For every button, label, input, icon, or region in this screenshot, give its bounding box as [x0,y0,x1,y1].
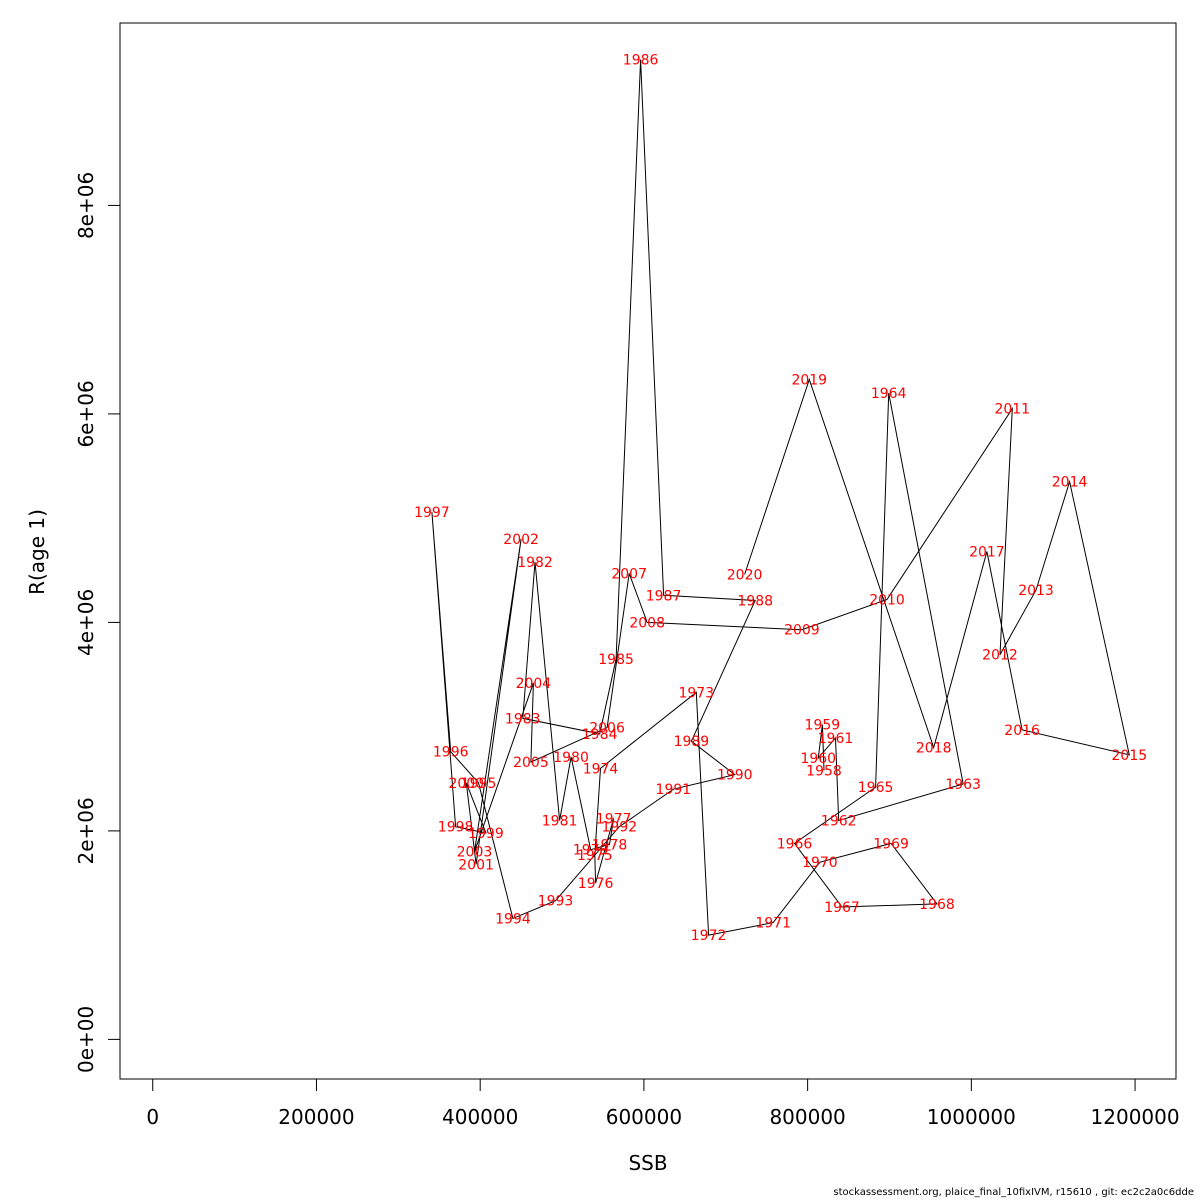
point-label: 2020 [727,567,763,583]
point-label: 1965 [858,780,894,796]
point-label: 2018 [916,741,952,757]
point-label: 1987 [646,588,682,604]
point-label: 2010 [869,592,905,608]
point-label: 1981 [542,813,578,829]
point-label: 1980 [553,750,589,766]
point-label: 1960 [800,751,836,767]
point-label: 2014 [1052,475,1088,491]
point-label: 1996 [433,745,469,761]
point-label: 2015 [1112,748,1148,764]
x-tick-label: 800000 [769,1105,845,1129]
point-label: 1983 [505,711,541,727]
y-axis-title: R(age 1) [25,509,49,595]
point-label: 1966 [777,836,813,852]
point-label: 1993 [538,894,574,910]
x-tick-label: 200000 [278,1105,354,1129]
point-label: 2019 [791,373,827,389]
point-label: 1992 [602,820,638,836]
point-label: 1961 [818,731,854,747]
point-label: 2002 [503,532,539,548]
y-axis: 0e+00 2e+06 4e+06 6e+06 8e+06 [74,172,121,1073]
point-label: 1958 [806,763,842,779]
point-label: 2013 [1018,583,1054,599]
point-label: 1988 [737,594,773,610]
x-tick-label: 400000 [442,1105,518,1129]
point-label: 2008 [629,615,665,631]
point-label: 2012 [982,648,1018,664]
point-label: 2001 [458,857,494,873]
point-label: 1967 [824,900,860,916]
point-label: 1982 [517,555,553,571]
point-label: 2004 [516,676,552,692]
x-tick-label: 600000 [606,1105,682,1129]
point-label: 1974 [583,761,619,777]
point-label: 1962 [821,813,857,829]
point-label: 2009 [784,623,820,639]
point-label: 1998 [438,820,474,836]
point-label: 1973 [678,685,714,701]
point-label: 2006 [589,721,625,737]
point-label: 1985 [598,652,634,668]
point-label: 1971 [755,916,791,932]
point-label: 1968 [919,897,955,913]
point-label: 2017 [969,545,1005,561]
point-label: 2011 [994,402,1030,418]
x-tick-label: 0 [146,1105,159,1129]
point-label: 2005 [513,755,549,771]
point-label: 2016 [1004,723,1040,739]
x-tick-label: 1200000 [1091,1105,1180,1129]
point-label: 1964 [871,386,907,402]
series-line [431,59,1130,936]
point-label: 2003 [457,845,493,861]
series-path [431,59,1130,936]
point-label: 1977 [596,811,632,827]
footer-note: stockassessment.org, plaice_final_10fixI… [833,1187,1194,1198]
y-tick-label: 0e+00 [74,1006,98,1073]
point-label: 1984 [582,727,618,743]
y-tick-label: 8e+06 [74,172,98,239]
point-label: 1969 [873,836,909,852]
point-label: 1994 [495,911,531,927]
point-label: 1975 [577,848,613,864]
y-tick-label: 2e+06 [74,797,98,864]
x-axis: 0 200000 400000 600000 800000 1000000 1200000 [146,1078,1180,1129]
point-label: 1976 [578,876,614,892]
point-label: 1978 [592,837,628,853]
point-label: 1963 [945,777,981,793]
point-labels: 1958 1959 1960 1961 1962 1963 1964 1965 1966 1967… [414,52,1147,944]
point-label: 1991 [656,782,692,798]
point-label: 1979 [573,843,609,859]
x-axis-title: SSB [628,1151,667,1175]
point-label: 1972 [691,928,727,944]
y-tick-label: 6e+06 [74,380,98,447]
point-label: 2007 [611,566,647,582]
plot-frame [119,22,1177,1080]
point-label: 1997 [414,505,450,521]
point-label: 1970 [802,855,838,871]
point-label: 1999 [468,826,504,842]
point-label: 1986 [623,52,659,68]
point-label: 1959 [805,718,841,734]
x-tick-label: 1000000 [927,1105,1016,1129]
point-label: 1990 [717,768,753,784]
y-tick-label: 4e+06 [74,589,98,656]
point-label: 2000 [448,776,484,792]
point-label: 1995 [461,776,497,792]
point-label: 1989 [674,734,710,750]
